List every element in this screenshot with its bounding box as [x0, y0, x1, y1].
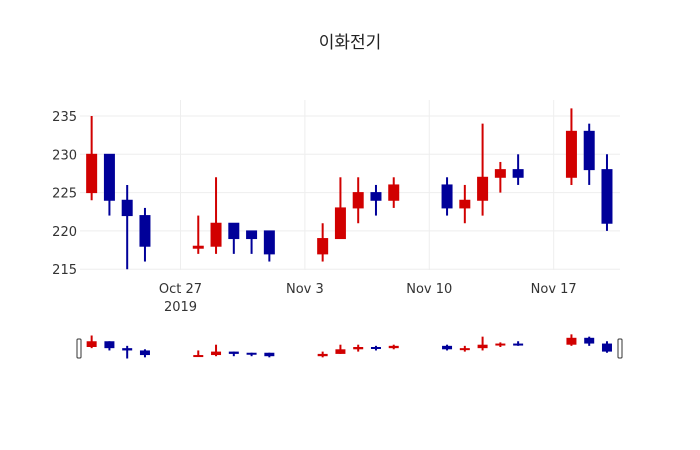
candle[interactable] [86, 116, 98, 201]
slider-candle [86, 335, 97, 349]
x-tick-label: Nov 10 [406, 282, 452, 297]
candle[interactable] [210, 177, 222, 254]
slider-candle [264, 352, 275, 358]
candle[interactable] [601, 154, 613, 231]
x-tick-year: 2019 [164, 300, 197, 315]
slider-candle [317, 351, 328, 358]
slider-candle [193, 350, 204, 358]
slider-candle [370, 345, 381, 351]
slider-candle [495, 342, 506, 347]
y-axis: 215 220 225 230 235 [52, 110, 77, 278]
slider-candle [584, 336, 595, 346]
candle[interactable] [263, 230, 275, 262]
slider-candle [442, 344, 453, 351]
range-slider-left-handle[interactable] [76, 338, 82, 359]
chart-title: 이화전기 [319, 33, 382, 53]
candle[interactable] [121, 184, 133, 270]
candle[interactable] [317, 223, 329, 262]
candle[interactable] [370, 184, 382, 216]
slider-candle [104, 341, 115, 351]
slider-candle [228, 351, 239, 357]
slider-candle [246, 352, 257, 357]
y-tick-label: 215 [52, 263, 77, 278]
candle[interactable] [352, 177, 364, 224]
y-tick-label: 235 [52, 110, 77, 125]
slider-candle [477, 336, 488, 351]
range-slider-right-handle[interactable] [617, 338, 623, 359]
x-tick-label: Nov 3 [286, 282, 324, 297]
candle[interactable] [388, 177, 400, 208]
candle[interactable] [441, 177, 453, 216]
range-slider[interactable] [76, 334, 623, 359]
candle[interactable] [103, 153, 115, 216]
slider-candle [513, 341, 524, 346]
candle[interactable] [583, 123, 595, 185]
candle[interactable] [139, 207, 151, 262]
candles[interactable] [86, 108, 613, 270]
candle[interactable] [494, 161, 506, 193]
candle[interactable] [459, 184, 471, 224]
candle[interactable] [334, 177, 346, 240]
slider-candle [353, 344, 364, 352]
candle[interactable] [477, 123, 489, 216]
candle[interactable] [512, 154, 524, 185]
candle[interactable] [228, 222, 240, 254]
slider-candle [601, 341, 612, 353]
candle[interactable] [246, 230, 258, 254]
y-tick-label: 230 [52, 148, 77, 163]
slider-candle [459, 345, 470, 352]
x-tick-label: Nov 17 [531, 282, 577, 297]
x-tick-label: Oct 27 [159, 282, 202, 297]
slider-candle [388, 344, 399, 350]
grid [80, 100, 620, 270]
candle[interactable] [192, 215, 204, 254]
y-tick-label: 220 [52, 225, 77, 240]
x-axis: Oct 27 2019 Nov 3 Nov 10 Nov 17 [159, 282, 577, 315]
slider-candle [211, 344, 222, 357]
candle[interactable] [565, 108, 577, 185]
slider-candle [566, 334, 577, 346]
slider-candle [139, 349, 150, 358]
y-tick-label: 225 [52, 187, 77, 202]
slider-candle [122, 345, 133, 359]
slider-candle [335, 344, 346, 354]
